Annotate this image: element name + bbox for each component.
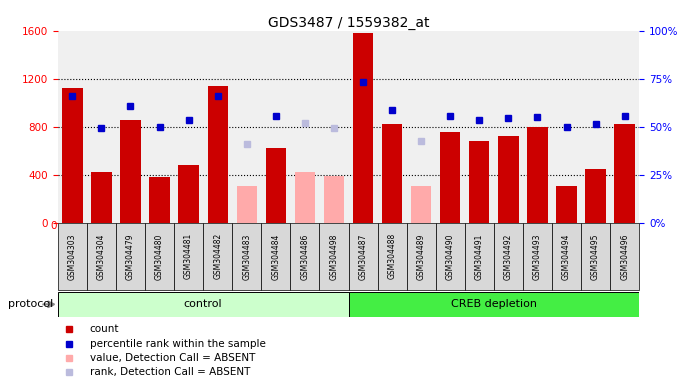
Bar bbox=[353, 33, 373, 223]
Bar bbox=[237, 185, 257, 223]
Bar bbox=[615, 124, 635, 223]
Text: GSM304489: GSM304489 bbox=[417, 233, 426, 280]
Text: GSM304492: GSM304492 bbox=[504, 233, 513, 280]
Bar bbox=[232, 223, 261, 290]
Text: GSM304483: GSM304483 bbox=[242, 233, 251, 280]
Text: count: count bbox=[90, 324, 119, 334]
Text: GSM304490: GSM304490 bbox=[446, 233, 455, 280]
Bar bbox=[324, 176, 344, 223]
Bar bbox=[523, 223, 552, 290]
Bar bbox=[203, 223, 232, 290]
Text: GSM304486: GSM304486 bbox=[301, 233, 309, 280]
Bar bbox=[145, 223, 174, 290]
Bar bbox=[552, 223, 581, 290]
Text: CREB depletion: CREB depletion bbox=[451, 299, 537, 310]
Text: GSM304480: GSM304480 bbox=[155, 233, 164, 280]
Bar bbox=[407, 223, 436, 290]
Bar bbox=[290, 223, 320, 290]
Bar bbox=[498, 136, 519, 223]
Title: GDS3487 / 1559382_at: GDS3487 / 1559382_at bbox=[268, 16, 429, 30]
Text: GSM304484: GSM304484 bbox=[271, 233, 280, 280]
Bar bbox=[581, 223, 610, 290]
Text: GSM304496: GSM304496 bbox=[620, 233, 629, 280]
Bar bbox=[120, 119, 141, 223]
Bar bbox=[440, 131, 460, 223]
Bar bbox=[469, 141, 490, 223]
Text: percentile rank within the sample: percentile rank within the sample bbox=[90, 339, 266, 349]
Bar bbox=[465, 223, 494, 290]
Bar bbox=[377, 223, 407, 290]
Text: GSM304482: GSM304482 bbox=[214, 233, 222, 280]
Bar bbox=[207, 86, 228, 223]
Text: GSM304491: GSM304491 bbox=[475, 233, 483, 280]
Bar bbox=[150, 177, 170, 223]
Text: GSM304487: GSM304487 bbox=[358, 233, 367, 280]
Text: control: control bbox=[184, 299, 222, 310]
Text: GSM304498: GSM304498 bbox=[330, 233, 339, 280]
Bar bbox=[348, 292, 639, 317]
Bar bbox=[610, 223, 639, 290]
Bar bbox=[585, 169, 606, 223]
Bar bbox=[266, 148, 286, 223]
Bar bbox=[116, 223, 145, 290]
Bar bbox=[556, 185, 577, 223]
Text: GSM304493: GSM304493 bbox=[533, 233, 542, 280]
Bar bbox=[178, 165, 199, 223]
Bar bbox=[294, 172, 315, 223]
Text: GSM304495: GSM304495 bbox=[591, 233, 600, 280]
Text: GSM304479: GSM304479 bbox=[126, 233, 135, 280]
Bar bbox=[174, 223, 203, 290]
Bar bbox=[58, 223, 87, 290]
Text: GSM304303: GSM304303 bbox=[68, 233, 77, 280]
Text: 0: 0 bbox=[51, 221, 57, 232]
Text: rank, Detection Call = ABSENT: rank, Detection Call = ABSENT bbox=[90, 367, 250, 377]
Bar bbox=[320, 223, 348, 290]
Text: GSM304494: GSM304494 bbox=[562, 233, 571, 280]
Bar bbox=[436, 223, 465, 290]
Text: GSM304304: GSM304304 bbox=[97, 233, 106, 280]
Text: GSM304481: GSM304481 bbox=[184, 233, 193, 280]
Bar bbox=[527, 127, 547, 223]
Bar bbox=[411, 185, 431, 223]
Bar bbox=[62, 88, 82, 223]
Text: GSM304488: GSM304488 bbox=[388, 233, 396, 280]
Bar bbox=[58, 292, 348, 317]
Bar bbox=[261, 223, 290, 290]
Bar bbox=[87, 223, 116, 290]
Text: protocol: protocol bbox=[8, 299, 54, 310]
Bar bbox=[494, 223, 523, 290]
Bar bbox=[348, 223, 377, 290]
Text: value, Detection Call = ABSENT: value, Detection Call = ABSENT bbox=[90, 353, 255, 363]
Bar bbox=[91, 172, 112, 223]
Bar bbox=[382, 124, 403, 223]
